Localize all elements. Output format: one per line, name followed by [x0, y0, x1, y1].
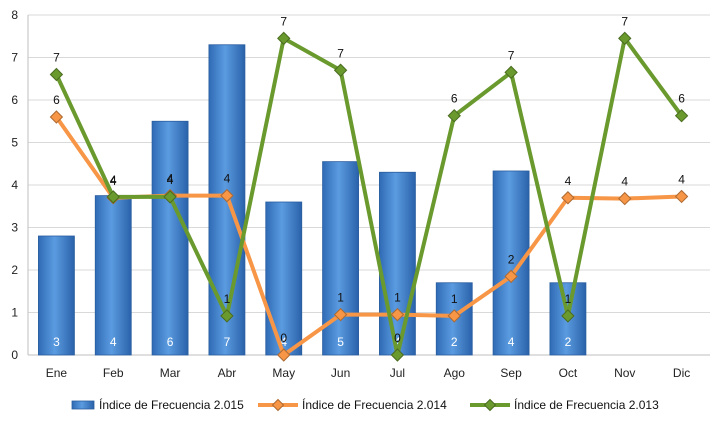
y-tick-label: 0: [11, 348, 18, 362]
point-data-label: 1: [565, 292, 572, 306]
data-point: [504, 269, 518, 284]
y-tick-label: 3: [11, 221, 18, 235]
gridlines: [28, 14, 710, 356]
data-point: [504, 65, 518, 80]
legend-entry-label: Índice de Frecuencia 2.014: [302, 397, 447, 412]
y-tick-label: 6: [11, 93, 18, 107]
data-point: [106, 190, 120, 204]
x-tick-label: Sep: [500, 366, 522, 380]
point-data-label: 1: [394, 291, 401, 305]
bar-data-label: 4: [110, 335, 117, 349]
x-tick-label: Dic: [673, 366, 690, 380]
point-data-label: 6: [53, 93, 60, 107]
point-data-label: 4: [565, 174, 572, 188]
data-point: [49, 67, 64, 82]
y-axis: 0 1 2 3 4 5 6 7 8: [11, 8, 29, 362]
data-point: [163, 190, 177, 204]
x-tick-label: Oct: [559, 366, 578, 380]
point-data-label: 7: [53, 51, 60, 65]
point-data-label: 7: [621, 14, 628, 28]
data-point: [277, 348, 291, 362]
x-tick-label: Ago: [444, 366, 466, 380]
bar-data-label: 6: [167, 335, 174, 349]
point-data-label: 1: [451, 292, 458, 306]
y-tick-label: 7: [11, 51, 18, 65]
bar-data-label: 4: [280, 335, 287, 349]
legend-swatch-bar: [71, 400, 95, 410]
bar: [94, 195, 132, 356]
x-axis: Ene Feb Mar Abr May Jun Jul Ago Sep Oct Nov Dic: [28, 354, 710, 380]
data-point: [618, 31, 632, 46]
bar-data-label: 2: [451, 335, 458, 349]
data-point: [390, 307, 405, 322]
y-tick-label: 5: [11, 136, 18, 150]
point-data-label: 4: [621, 175, 628, 189]
bar-data-label: 4: [508, 335, 515, 349]
data-point: [277, 31, 291, 46]
point-data-label: 7: [508, 48, 515, 62]
x-tick-label: Feb: [103, 366, 124, 380]
legend-entry-label: Índice de Frecuencia 2.015: [99, 397, 244, 412]
bar: [38, 235, 75, 356]
data-point: [618, 191, 632, 206]
data-point: [561, 309, 575, 323]
point-data-label: 1: [337, 291, 344, 305]
point-data-label: 1: [224, 292, 231, 306]
data-point: [220, 188, 234, 203]
bar-data-label: 2: [565, 335, 572, 349]
point-data-label: 4: [110, 173, 117, 187]
data-point: [49, 110, 64, 124]
y-tick-label: 4: [11, 178, 18, 192]
point-data-label: 2: [508, 252, 515, 266]
data-point: [390, 348, 405, 362]
point-data-label: 6: [678, 92, 685, 106]
bar: [151, 120, 189, 356]
point-data-label: 4: [678, 172, 685, 186]
x-tick-label: Jul: [390, 366, 405, 380]
point-data-label: 4: [167, 173, 174, 187]
series-line: [54, 36, 684, 357]
x-tick-label: Jun: [331, 366, 350, 380]
x-tick-label: Mar: [160, 366, 181, 380]
y-tick-label: 8: [11, 8, 18, 22]
x-tick-label: Nov: [614, 366, 635, 380]
data-point: [674, 189, 689, 204]
point-data-label: 6: [451, 92, 458, 106]
bar-data-label: 7: [224, 335, 231, 349]
bar-series: 3 4 6 7 4 5 4 2 4 2: [38, 44, 587, 356]
bar: [379, 171, 416, 356]
x-tick-label: Abr: [218, 366, 237, 380]
point-data-label: 4: [110, 174, 117, 188]
x-tick-label: May: [272, 366, 295, 380]
legend: Índice de Frecuencia 2.015 Índice de Frec…: [71, 397, 659, 412]
data-point: [220, 309, 234, 323]
bar: [265, 201, 303, 356]
legend-swatch-marker: [483, 398, 497, 412]
point-data-label: 7: [337, 46, 344, 60]
point-data-label: 0: [280, 331, 287, 345]
bar-data-label: 3: [53, 335, 60, 349]
bar-data-label: 5: [337, 335, 344, 349]
data-point: [447, 309, 461, 323]
legend-swatch-marker: [271, 398, 285, 412]
data-point: [561, 191, 575, 205]
data-point: [333, 63, 348, 77]
data-point: [333, 307, 348, 322]
x-tick-label: Ene: [46, 366, 68, 380]
point-data-label: 7: [280, 14, 287, 28]
point-data-label: 4: [224, 172, 231, 186]
bar-data-label: 4: [394, 335, 401, 349]
y-tick-label: 2: [11, 263, 18, 277]
point-data-label: 4: [167, 172, 174, 186]
data-point: [674, 109, 689, 123]
point-data-label: 0: [394, 331, 401, 345]
y-tick-label: 1: [11, 306, 18, 320]
legend-entry-label: Índice de Frecuencia 2.013: [514, 397, 659, 412]
series-line: [54, 115, 682, 357]
data-point: [447, 109, 461, 123]
